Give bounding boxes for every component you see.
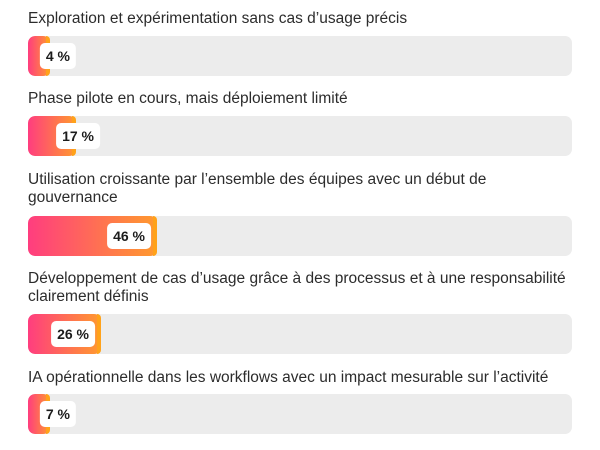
category-label-pilote: Phase pilote en cours, mais déploiement …: [28, 90, 348, 107]
bar-track-developpement: 26 %: [28, 314, 572, 354]
bar-track-pilote: 17 %: [28, 116, 572, 156]
bar-track-ia-operationnelle: 7 %: [28, 394, 572, 434]
data-label-pilote: 17 %: [56, 123, 100, 149]
data-label-utilisation: 46 %: [107, 223, 151, 249]
bar-end-utilisation: [153, 216, 157, 256]
category-label-utilisation: Utilisation croissante par l’ensemble de…: [28, 171, 487, 206]
data-label-exploration: 4 %: [39, 43, 76, 69]
data-label-developpement: 26 %: [51, 321, 95, 347]
category-label-developpement: Développement de cas d’usage grâce à des…: [28, 270, 566, 305]
bar-track-utilisation: 46 %: [28, 216, 572, 256]
category-label-ia-operationnelle: IA opérationnelle dans les workflows ave…: [28, 369, 549, 386]
bar-track-exploration: 4 %: [28, 36, 572, 76]
data-label-ia-operationnelle: 7 %: [39, 401, 76, 427]
bar-end-developpement: [97, 314, 101, 354]
category-label-exploration: Exploration et expérimentation sans cas …: [28, 10, 408, 27]
